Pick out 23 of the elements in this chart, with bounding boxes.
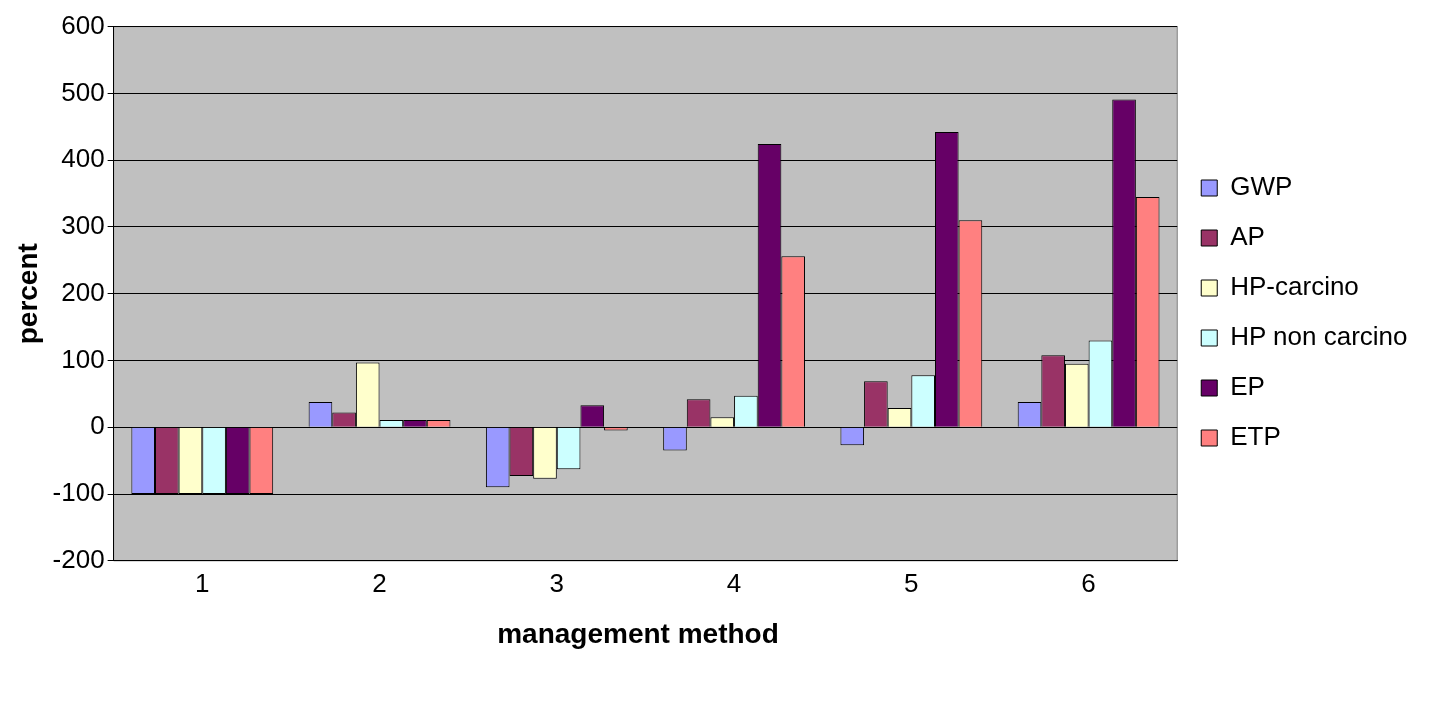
y-tick-label: 100	[61, 343, 105, 374]
y-tick-label: 500	[61, 76, 105, 107]
x-tick-label: 2	[372, 567, 387, 598]
legend-label: AP	[1230, 221, 1265, 252]
legend-label: HP non carcino	[1230, 321, 1408, 352]
legend-label: ETP	[1230, 421, 1281, 452]
legend-label: HP-carcino	[1230, 271, 1359, 302]
x-tick-label: 5	[904, 567, 919, 598]
y-tick-label: 0	[90, 410, 105, 441]
x-tick-label: 6	[1081, 567, 1096, 598]
y-tick-label: 400	[61, 143, 105, 174]
y-axis-title: percent	[11, 243, 43, 345]
y-tick-label: 200	[61, 276, 105, 307]
y-tick-label: 600	[61, 9, 105, 40]
x-tick-label: 3	[549, 567, 565, 598]
x-tick-label: 1	[195, 567, 210, 598]
legend-label: EP	[1230, 371, 1265, 402]
y-tick-label: -100	[52, 477, 105, 508]
y-tick-label: 300	[61, 210, 105, 241]
y-tick-label: -200	[52, 543, 105, 574]
x-tick-label: 4	[726, 567, 742, 598]
x-axis-title: management method	[496, 618, 780, 650]
legend-label: GWP	[1230, 171, 1293, 202]
